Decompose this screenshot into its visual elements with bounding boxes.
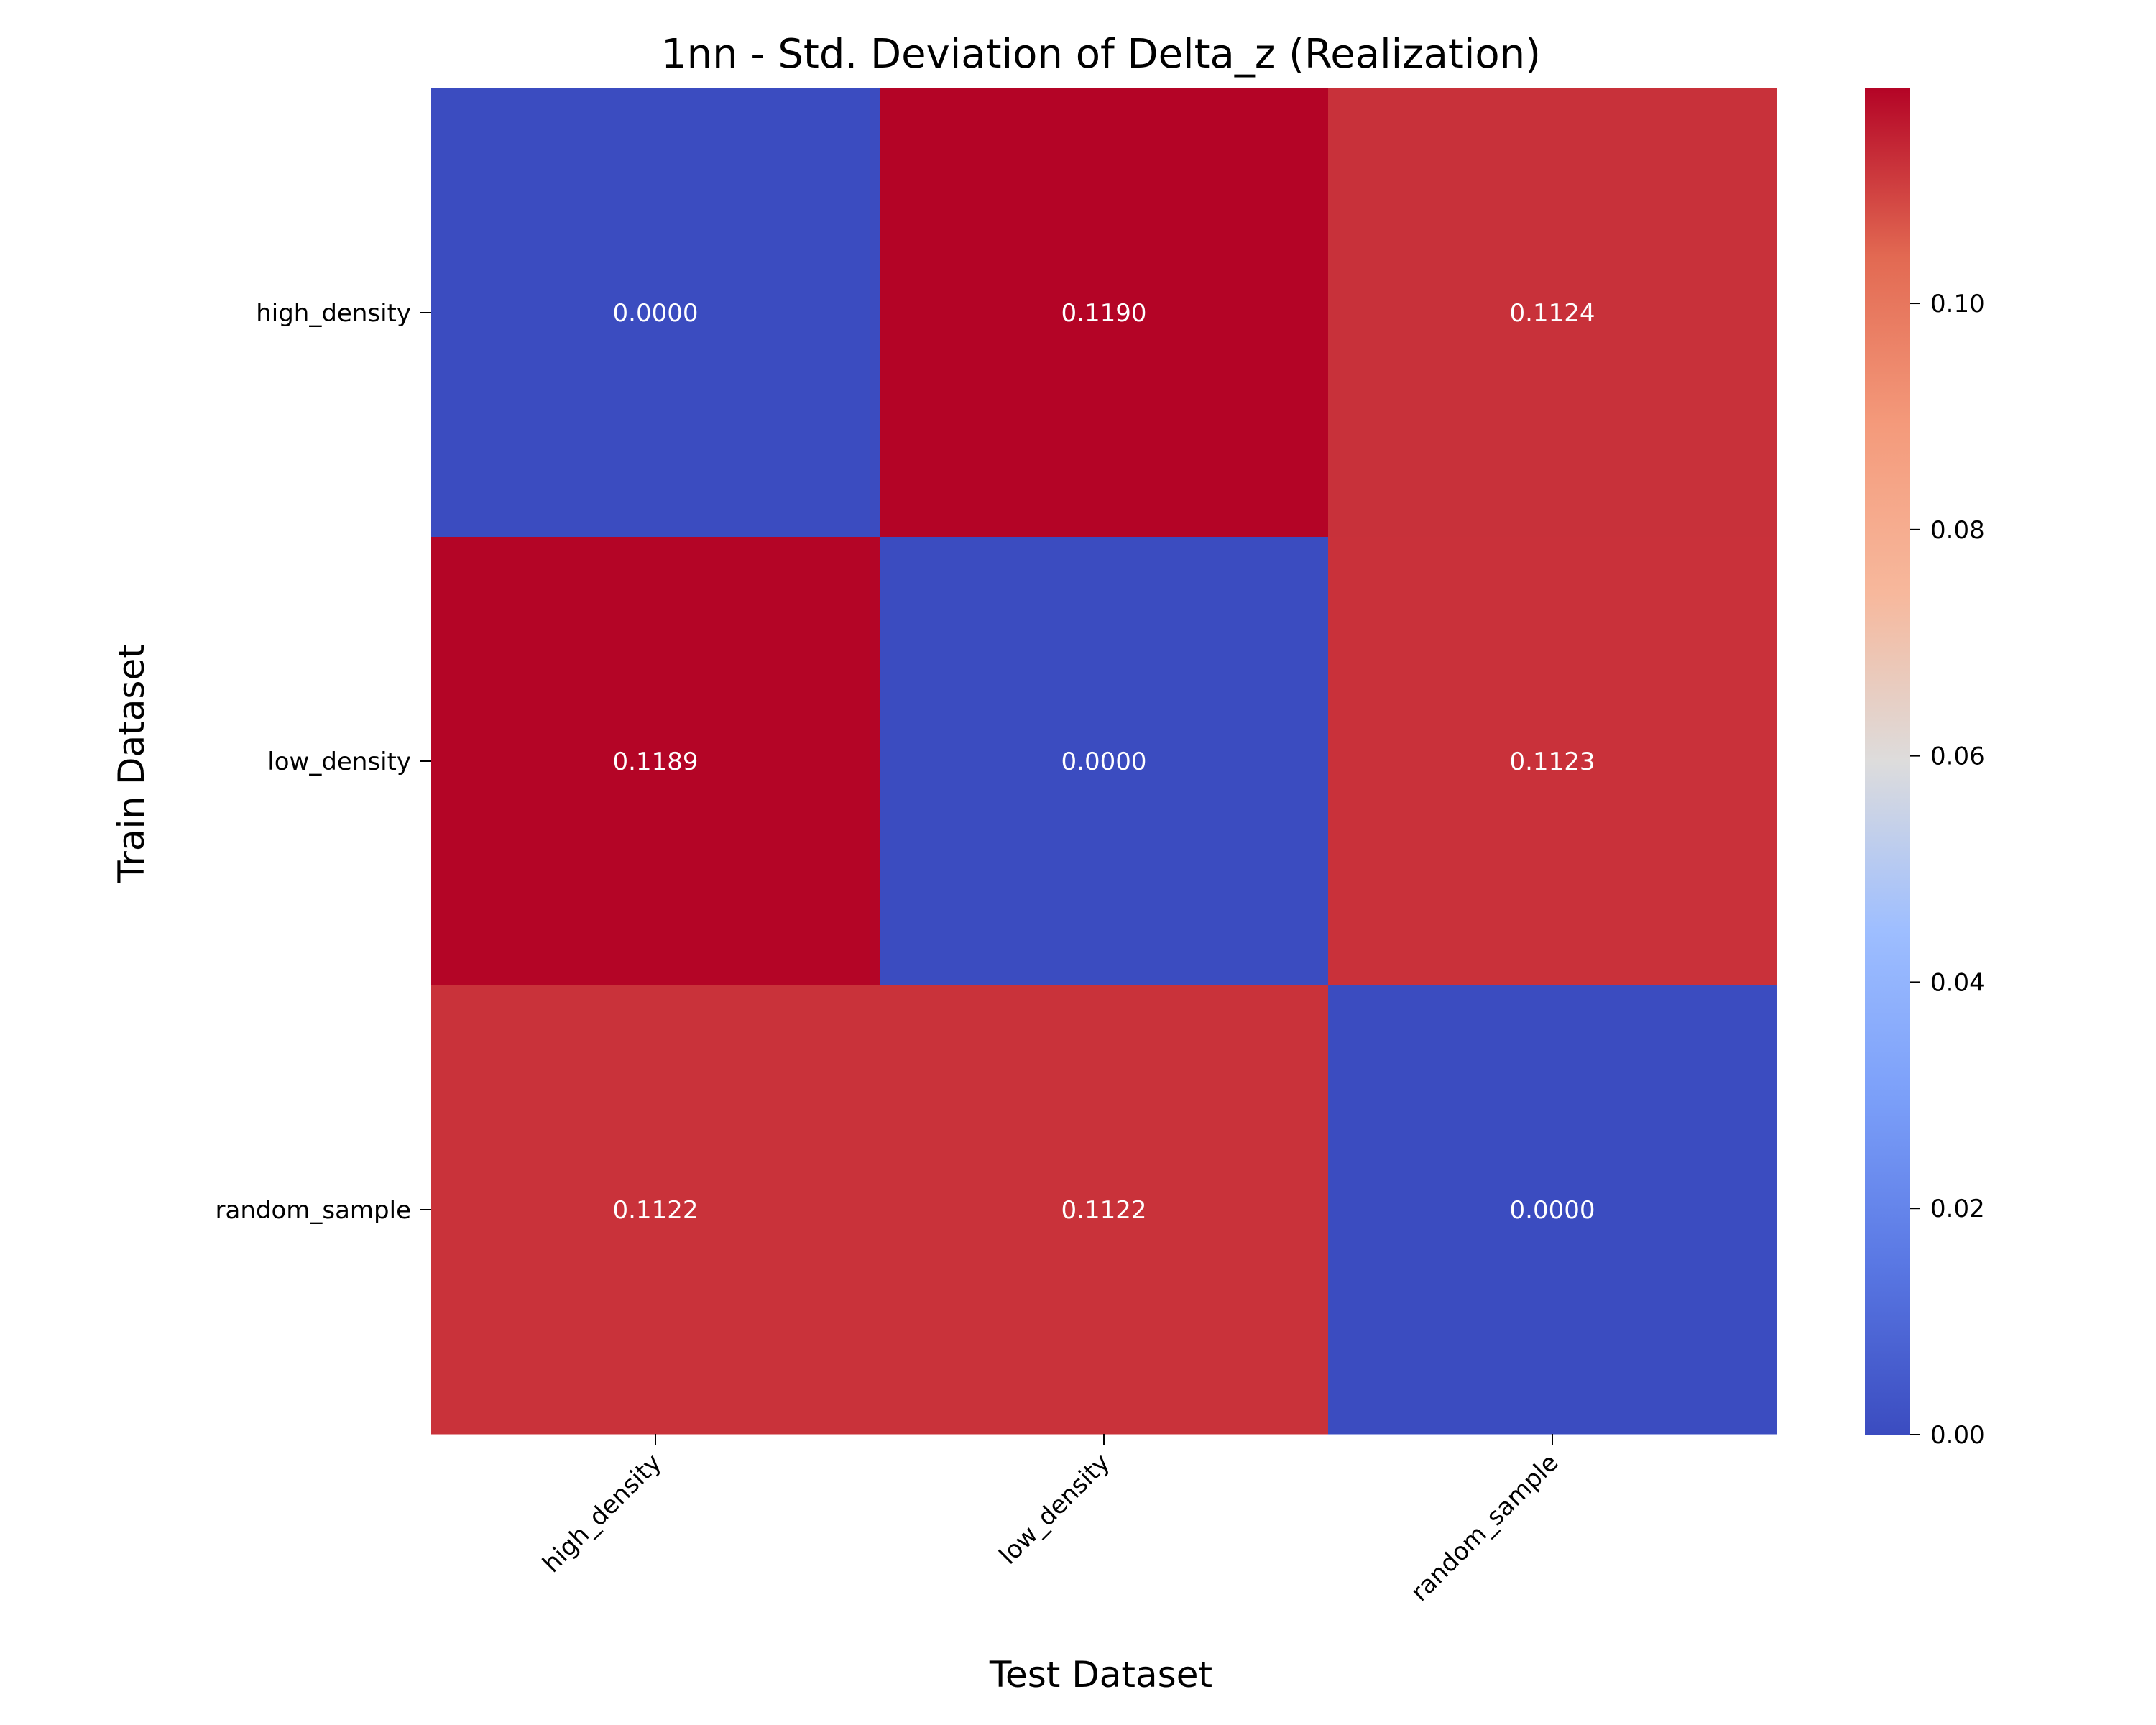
heatmap-cell	[1328, 537, 1777, 986]
y-tick-label: high_density	[256, 299, 411, 328]
heatmap-cell	[431, 985, 880, 1435]
heatmap-cell	[431, 537, 880, 986]
heatmap-cell	[1328, 985, 1777, 1435]
x-tick-label: low_density	[994, 1448, 1116, 1570]
cell-value-label: 0.1190	[1061, 299, 1147, 328]
colorbar-gradient	[1865, 88, 1910, 1435]
heatmap-cell	[431, 88, 880, 538]
x-tick-label: high_density	[537, 1448, 667, 1578]
cell-value-label: 0.1122	[613, 1196, 699, 1225]
colorbar-tick-label: 0.04	[1930, 968, 1985, 997]
cell-value-label: 0.0000	[1510, 1196, 1595, 1225]
cell-value-label: 0.1124	[1510, 299, 1595, 328]
colorbar-tick-label: 0.10	[1930, 290, 1985, 318]
cell-value-label: 0.1122	[1061, 1196, 1147, 1225]
cell-value-label: 0.1123	[1510, 748, 1595, 776]
heatmap-cell	[880, 985, 1329, 1435]
colorbar-tick-label: 0.06	[1930, 742, 1985, 771]
x-axis-label: Test Dataset	[989, 1654, 1212, 1696]
heatmap-cells	[431, 88, 1777, 1435]
y-axis-label: Train Dataset	[111, 644, 152, 883]
colorbar-tick-label: 0.08	[1930, 516, 1985, 545]
y-axis: high_density low_density random_sample	[216, 299, 431, 1225]
colorbar-tick-label: 0.02	[1930, 1195, 1985, 1223]
cell-value-label: 0.0000	[1061, 748, 1147, 776]
chart-title: 1nn - Std. Deviation of Delta_z (Realiza…	[661, 31, 1541, 78]
colorbar: 0.00 0.02 0.04 0.06 0.08 0.10	[1865, 88, 1985, 1450]
colorbar-tick-label: 0.00	[1930, 1421, 1985, 1450]
heatmap-cell	[1328, 88, 1777, 538]
y-tick-label: random_sample	[216, 1196, 411, 1225]
x-tick-label: random_sample	[1405, 1448, 1564, 1607]
heatmap-cell	[880, 88, 1329, 538]
heatmap-cell-labels: 0.0000 0.1190 0.1124 0.1189 0.0000 0.1123 0.11…	[613, 299, 1595, 1225]
heatmap-cell	[880, 537, 1329, 986]
cell-value-label: 0.0000	[613, 299, 699, 328]
y-tick-label: low_density	[267, 748, 411, 776]
cell-value-label: 0.1189	[613, 748, 699, 776]
x-axis: high_density low_density random_sample	[537, 1434, 1564, 1607]
